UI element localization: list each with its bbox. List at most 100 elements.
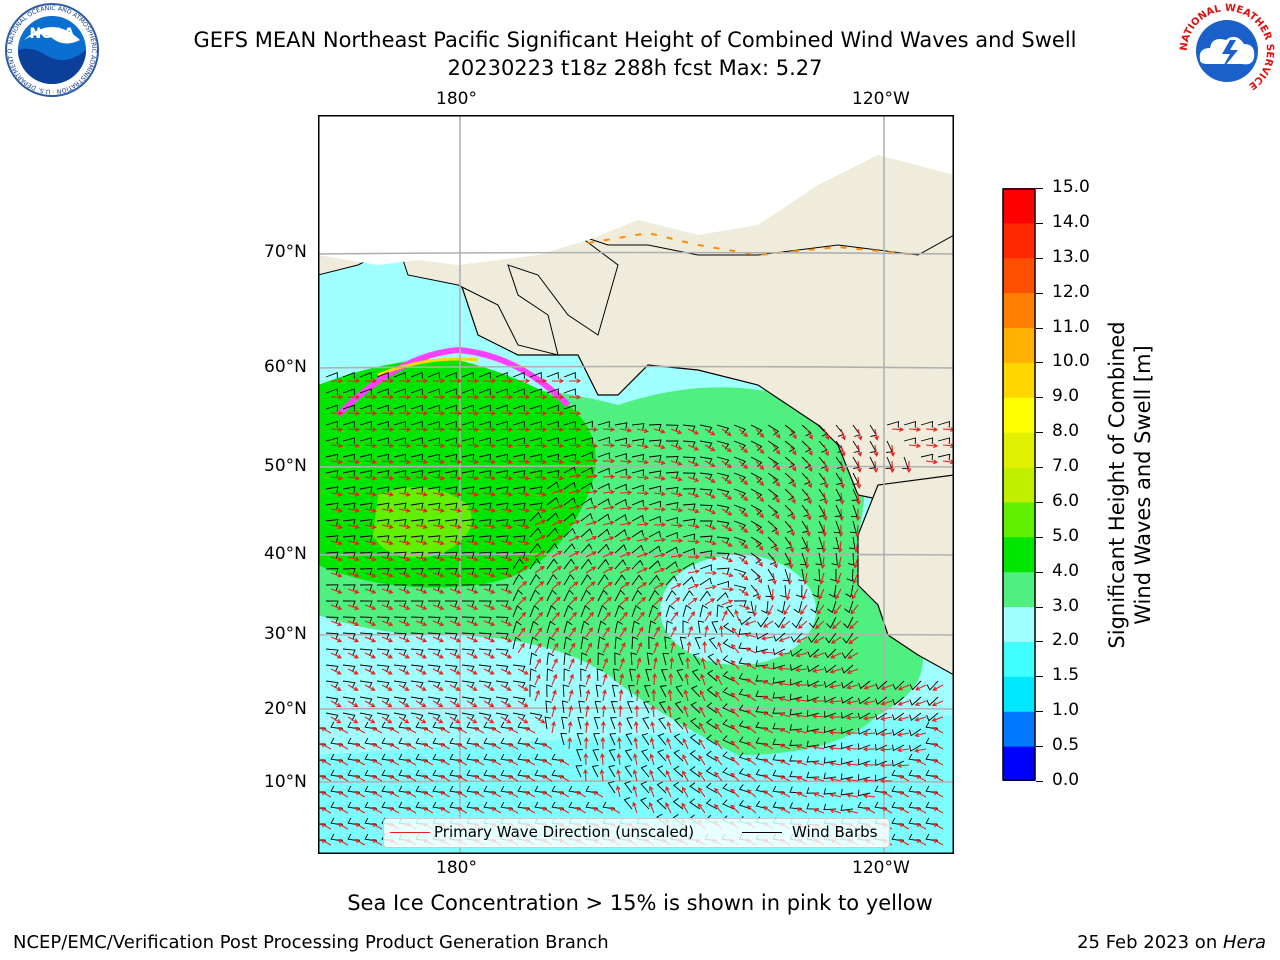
wave-direction-arrow bbox=[456, 775, 468, 782]
wind-barb bbox=[631, 559, 644, 570]
wave-direction-arrow bbox=[721, 587, 735, 592]
wave-direction-arrow bbox=[364, 524, 377, 530]
wave-direction-arrow bbox=[881, 807, 893, 814]
wave-direction-arrow bbox=[789, 444, 797, 456]
wave-direction-arrow bbox=[668, 672, 674, 686]
wave-direction-arrow bbox=[500, 556, 513, 562]
wind-barb bbox=[682, 488, 696, 495]
wave-direction-arrow bbox=[823, 492, 829, 505]
wave-direction-arrow bbox=[320, 791, 332, 798]
wave-direction-arrow bbox=[371, 775, 383, 782]
wind-barb bbox=[648, 560, 661, 570]
wind-barb bbox=[580, 605, 591, 618]
wind-barb bbox=[529, 470, 543, 477]
wind-barb bbox=[892, 728, 905, 737]
wind-barb bbox=[478, 470, 492, 477]
wave-direction-arrow bbox=[534, 378, 548, 384]
wave-direction-arrow bbox=[653, 444, 666, 450]
wave-direction-arrow bbox=[772, 508, 780, 520]
sea-ice-fringe bbox=[335, 346, 571, 418]
wind-barb bbox=[624, 781, 633, 794]
colorbar-tick-label: 4.0 bbox=[1052, 560, 1080, 581]
wave-direction-arrow bbox=[398, 459, 412, 465]
wave-direction-arrow bbox=[551, 642, 559, 654]
wave-direction-arrow bbox=[700, 657, 706, 670]
wind-barb bbox=[631, 438, 645, 446]
wave-direction-arrow bbox=[619, 626, 627, 638]
wave-direction-arrow bbox=[398, 572, 411, 578]
wind-barb bbox=[725, 605, 735, 618]
wave-direction-arrow bbox=[862, 793, 876, 799]
wind-barb bbox=[478, 502, 492, 510]
wind-barb bbox=[909, 680, 922, 691]
wind-barb bbox=[393, 568, 407, 575]
wave-direction-arrow bbox=[851, 588, 859, 600]
wave-direction-arrow bbox=[777, 651, 791, 657]
wind-barb bbox=[738, 752, 752, 762]
wave-direction-arrow bbox=[320, 839, 332, 846]
wave-direction-arrow bbox=[746, 757, 757, 766]
wave-direction-arrow bbox=[381, 636, 394, 643]
wave-direction-arrow bbox=[789, 428, 797, 440]
wave-direction-arrow bbox=[524, 743, 536, 750]
wind-barb bbox=[689, 733, 701, 746]
wave-direction-arrow bbox=[619, 611, 628, 622]
wave-direction-arrow bbox=[483, 378, 497, 384]
wave-direction-arrow bbox=[653, 475, 666, 481]
wind-barb bbox=[648, 485, 662, 493]
wind-barb bbox=[495, 404, 508, 412]
wave-direction-arrow bbox=[829, 808, 842, 814]
wave-direction-arrow bbox=[347, 540, 360, 546]
colorbar-cell bbox=[1003, 536, 1035, 573]
wave-direction-arrow bbox=[879, 731, 893, 737]
wind-barb bbox=[716, 488, 730, 498]
wind-barb bbox=[376, 648, 390, 656]
wave-direction-arrow bbox=[568, 705, 574, 718]
wind-barb bbox=[597, 513, 610, 522]
wind-barb bbox=[648, 589, 660, 602]
wind-barb bbox=[529, 684, 536, 697]
wind-barb bbox=[427, 486, 441, 493]
wave-direction-arrow bbox=[716, 658, 723, 670]
wave-direction-arrow bbox=[772, 540, 779, 553]
wave-direction-arrow bbox=[483, 604, 496, 610]
wind-barb bbox=[624, 765, 633, 778]
wave-direction-arrow bbox=[415, 684, 427, 691]
wave-direction-arrow bbox=[932, 759, 944, 766]
wind-barb bbox=[563, 388, 576, 396]
wind-barb bbox=[665, 546, 679, 554]
wave-direction-arrow bbox=[524, 775, 536, 782]
wave-direction-arrow bbox=[670, 583, 682, 590]
wave-direction-arrow bbox=[534, 642, 542, 654]
wave-direction-arrow bbox=[602, 551, 615, 558]
wave-direction-arrow bbox=[347, 668, 359, 675]
wind-barb bbox=[614, 604, 624, 618]
wind-barb bbox=[359, 632, 373, 640]
wind-barb bbox=[625, 732, 633, 746]
wind-barb bbox=[648, 620, 657, 634]
wave-direction-arrow bbox=[347, 378, 361, 384]
colorbar-tick-label: 5.0 bbox=[1052, 525, 1080, 546]
wave-direction-arrow bbox=[602, 596, 612, 606]
colorbar-cell bbox=[1003, 362, 1035, 398]
wind-barb bbox=[707, 653, 718, 666]
wind-barb bbox=[699, 440, 713, 449]
wave-direction-arrow bbox=[456, 743, 468, 750]
wind-barb bbox=[461, 502, 475, 510]
wind-barb bbox=[427, 388, 440, 396]
colorbar-tick-label: 3.0 bbox=[1052, 595, 1080, 616]
wind-barb bbox=[529, 573, 541, 586]
wind-barb bbox=[750, 504, 763, 516]
wind-barb bbox=[850, 504, 858, 517]
wave-direction-arrow bbox=[551, 443, 565, 449]
wind-barb bbox=[580, 636, 589, 650]
wave-direction-arrow bbox=[405, 791, 417, 798]
wind-barb bbox=[461, 551, 475, 559]
wave-direction-arrow bbox=[575, 807, 587, 814]
sea-ice-note: Sea Ice Concentration > 15% is shown in … bbox=[347, 891, 933, 915]
wind-barb bbox=[393, 535, 407, 542]
wind-barb bbox=[841, 664, 854, 674]
wave-direction-arrow bbox=[731, 643, 740, 654]
wind-barb bbox=[682, 472, 696, 480]
wave-direction-arrow bbox=[829, 684, 842, 689]
